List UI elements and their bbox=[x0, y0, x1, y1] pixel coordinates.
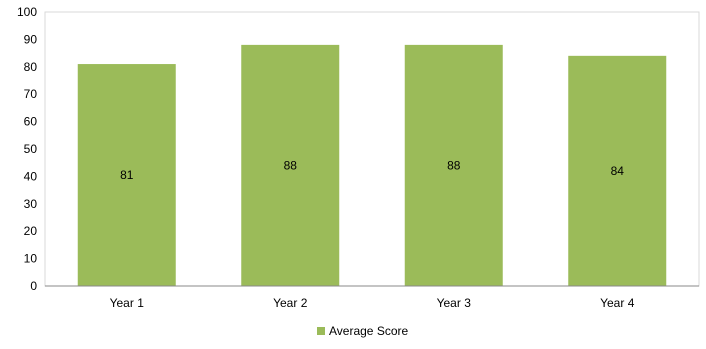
y-tick-label: 20 bbox=[24, 224, 38, 238]
bar bbox=[404, 44, 503, 286]
bar bbox=[241, 44, 340, 286]
data-label: 88 bbox=[284, 158, 298, 172]
y-axis: 0 10 20 30 40 50 60 70 80 90 100 bbox=[17, 5, 37, 293]
legend-label: Average Score bbox=[329, 324, 408, 338]
y-tick-label: 80 bbox=[24, 60, 38, 74]
x-tick-label: Year 1 bbox=[110, 296, 145, 310]
y-tick-label: 70 bbox=[24, 87, 38, 101]
data-label: 84 bbox=[611, 164, 625, 178]
y-tick-label: 30 bbox=[24, 197, 38, 211]
bar bbox=[568, 55, 667, 287]
x-axis: Year 1 Year 2 Year 3 Year 4 bbox=[110, 296, 635, 310]
y-tick-label: 60 bbox=[24, 115, 38, 129]
y-tick-label: 10 bbox=[24, 252, 38, 266]
x-tick-label: Year 4 bbox=[600, 296, 635, 310]
bar-series bbox=[77, 44, 667, 287]
x-tick-label: Year 2 bbox=[273, 296, 308, 310]
y-tick-label: 50 bbox=[24, 142, 38, 156]
data-label: 88 bbox=[447, 158, 461, 172]
y-tick-label: 90 bbox=[24, 32, 38, 46]
legend: Average Score bbox=[317, 324, 408, 338]
y-tick-label: 40 bbox=[24, 169, 38, 183]
y-tick-label: 0 bbox=[30, 279, 37, 293]
legend-swatch bbox=[317, 327, 325, 335]
y-tick-label: 100 bbox=[17, 5, 37, 19]
data-label: 81 bbox=[120, 168, 134, 182]
x-tick-label: Year 3 bbox=[437, 296, 472, 310]
data-labels: 81 88 88 84 bbox=[120, 158, 624, 182]
bar bbox=[77, 64, 176, 286]
